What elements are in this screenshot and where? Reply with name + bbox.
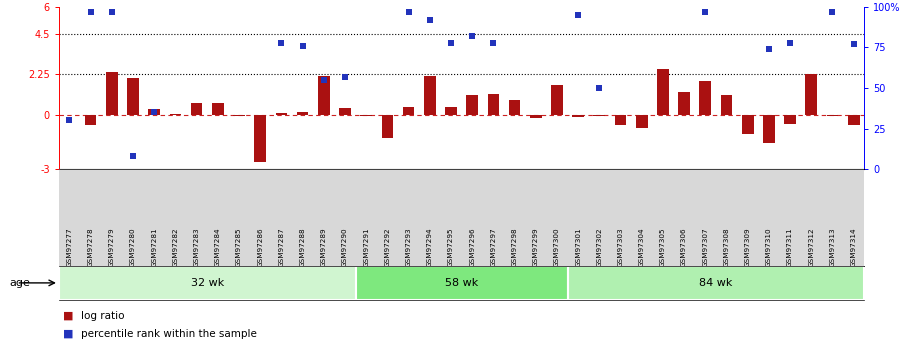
Bar (254, 115, 266, 162)
Bar (572, 115, 584, 117)
Bar (318, 76, 329, 115)
Point (317, 77, 331, 83)
Bar (848, 115, 860, 125)
Bar (169, 114, 181, 115)
Bar (636, 115, 648, 128)
Bar (509, 100, 520, 115)
Text: 32 wk: 32 wk (191, 278, 224, 288)
Bar (466, 95, 478, 115)
Bar (720, 95, 732, 115)
Point (274, 40, 289, 45)
Bar (403, 107, 414, 115)
Point (295, 43, 310, 49)
Point (465, 33, 480, 39)
Bar (614, 115, 626, 125)
Bar (742, 115, 754, 134)
Point (423, 17, 437, 23)
Bar (445, 107, 457, 115)
Text: ■: ■ (63, 311, 74, 321)
Text: ■: ■ (63, 329, 74, 339)
Bar (85, 115, 97, 125)
Point (783, 40, 797, 45)
Point (83, 9, 98, 14)
Bar (382, 115, 393, 138)
Bar (567, 266, 864, 300)
Bar (233, 115, 245, 116)
Bar (128, 78, 138, 115)
Bar (594, 115, 605, 117)
Bar (657, 69, 669, 115)
Text: age: age (9, 278, 30, 288)
Point (401, 9, 415, 14)
Bar (339, 108, 351, 115)
Point (846, 41, 861, 47)
Bar (191, 103, 203, 115)
Bar (805, 75, 817, 115)
Bar (297, 112, 309, 115)
Point (762, 46, 776, 52)
Bar (106, 72, 118, 115)
Bar (59, 266, 356, 300)
Point (825, 9, 840, 14)
Bar (551, 85, 563, 115)
Point (62, 118, 77, 123)
Point (126, 153, 140, 159)
Bar (360, 115, 372, 116)
Point (338, 74, 352, 79)
Bar (785, 115, 795, 124)
Text: 84 wk: 84 wk (700, 278, 732, 288)
Point (147, 110, 161, 115)
Point (571, 12, 586, 18)
Bar (678, 91, 690, 115)
Text: log ratio: log ratio (81, 311, 125, 321)
Text: percentile rank within the sample: percentile rank within the sample (81, 329, 257, 339)
Bar (700, 81, 711, 115)
Bar (212, 103, 224, 115)
Point (443, 40, 458, 45)
Bar (763, 115, 775, 143)
Point (698, 9, 712, 14)
Bar (356, 266, 567, 300)
Bar (275, 113, 287, 115)
Point (105, 9, 119, 14)
Point (486, 40, 500, 45)
Bar (488, 94, 500, 115)
Bar (826, 115, 838, 117)
Bar (148, 109, 160, 115)
Point (592, 85, 606, 91)
Bar (424, 76, 435, 115)
Bar (530, 115, 541, 118)
Text: 58 wk: 58 wk (445, 278, 478, 288)
